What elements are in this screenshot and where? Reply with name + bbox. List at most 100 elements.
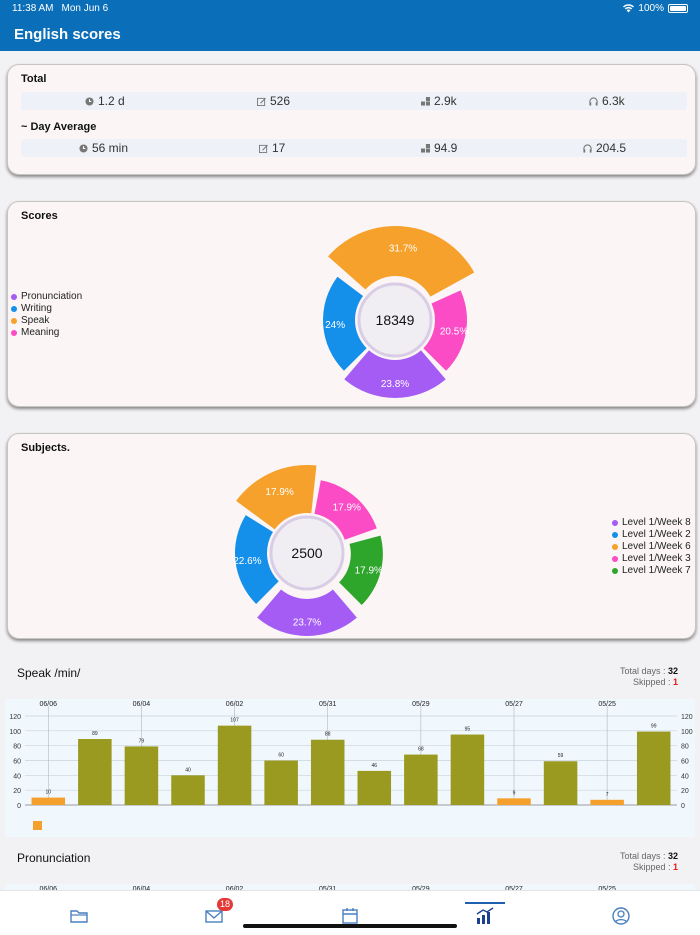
bar-value-label: 79 bbox=[139, 738, 145, 744]
legend-dot bbox=[11, 306, 17, 312]
bar bbox=[543, 761, 578, 805]
status-time: 11:38 AM bbox=[12, 3, 54, 14]
donut-slice bbox=[339, 535, 383, 605]
bar-value-label: 99 bbox=[651, 724, 657, 730]
y-tick-label: 20 bbox=[13, 788, 21, 795]
y-tick-label-right: 20 bbox=[681, 788, 689, 795]
y-tick-label-right: 0 bbox=[681, 803, 685, 810]
slice-label: 22.6% bbox=[233, 556, 261, 567]
bar-value-label: 9 bbox=[513, 790, 516, 796]
legend-item: Level 1/Week 8 bbox=[612, 517, 691, 529]
date-label: 06/06 bbox=[40, 701, 58, 708]
blocks-icon bbox=[421, 96, 430, 106]
bar-value-label: 60 bbox=[278, 753, 284, 759]
slice-label: 17.9% bbox=[265, 487, 293, 498]
pronunciation-title: Pronunciation bbox=[17, 851, 91, 865]
pronunciation-totals: Total days : 32 Skipped : 1 bbox=[619, 851, 678, 872]
donut-total: 2500 bbox=[291, 545, 322, 561]
y-tick-label-right: 80 bbox=[681, 744, 689, 751]
blocks-icon bbox=[421, 143, 430, 153]
bar-value-label: 7 bbox=[606, 792, 609, 798]
legend-dot bbox=[11, 294, 17, 300]
wifi-icon bbox=[623, 4, 635, 13]
total-time: 1.2 d bbox=[85, 94, 125, 108]
y-tick-label: 0 bbox=[17, 803, 21, 810]
scores-donut-chart: 23.8% 24% 31.7% 20.5% 18349 bbox=[323, 226, 475, 398]
headphones-icon bbox=[583, 143, 592, 153]
bar bbox=[31, 797, 66, 805]
donut-slice bbox=[314, 480, 377, 540]
pronunciation-chart-area: 06/06 06/04 06/02 05/31 05/29 05/27 05/25 bbox=[5, 884, 695, 892]
tab-stats-icon[interactable] bbox=[475, 907, 495, 925]
total-listening: 6.3k bbox=[589, 94, 625, 108]
legend-dot bbox=[11, 330, 17, 336]
y-tick-label: 120 bbox=[9, 714, 21, 721]
donut-center bbox=[357, 282, 433, 358]
bar-value-label: 46 bbox=[372, 763, 378, 769]
subjects-donut-chart: 23.7% 22.6% 17.9% 17.9% 17.9% 2500 bbox=[233, 465, 383, 636]
slice-label: 31.7% bbox=[389, 243, 417, 254]
date-label: 06/06 bbox=[40, 886, 58, 892]
subjects-legend: Level 1/Week 8 Level 1/Week 2 Level 1/We… bbox=[612, 517, 691, 577]
donut-slice bbox=[423, 290, 467, 371]
battery-percent: 100% bbox=[638, 3, 664, 14]
date-label: 05/29 bbox=[412, 701, 430, 708]
bar bbox=[357, 770, 392, 805]
bar bbox=[124, 746, 159, 805]
legend-dot bbox=[612, 544, 618, 550]
bar bbox=[590, 799, 624, 805]
bar bbox=[310, 739, 345, 805]
bar-value-label: 68 bbox=[418, 747, 424, 753]
tab-mail-icon[interactable] bbox=[204, 907, 224, 925]
bar bbox=[404, 754, 438, 805]
average-row: 56 min 17 94.9 204.5 bbox=[21, 139, 687, 157]
date-label: 05/27 bbox=[505, 701, 523, 708]
bar bbox=[171, 775, 205, 805]
date-label: 05/29 bbox=[412, 886, 430, 892]
y-tick-label-right: 100 bbox=[681, 729, 693, 736]
scores-legend: Pronunciation Writing Speak Meaning bbox=[11, 291, 82, 339]
y-tick-label-right: 60 bbox=[681, 759, 689, 766]
legend-item: Meaning bbox=[11, 327, 82, 339]
total-writing: 526 bbox=[257, 94, 290, 108]
legend-dot bbox=[612, 556, 618, 562]
scores-title: Scores bbox=[21, 210, 58, 222]
bar-value-label: 88 bbox=[325, 732, 331, 738]
totals-card: Total 1.2 d 526 2.9k 6.3k ~ Day Average … bbox=[7, 64, 696, 175]
donut-slice bbox=[257, 589, 357, 636]
page-title: English scores bbox=[14, 26, 121, 43]
bar-value-label: 89 bbox=[92, 731, 98, 737]
bar-value-label: 10 bbox=[46, 790, 52, 796]
legend-item: Level 1/Week 3 bbox=[612, 553, 691, 565]
bar bbox=[497, 798, 531, 805]
bar-value-label: 107 bbox=[230, 718, 239, 724]
headphones-icon bbox=[589, 96, 598, 106]
avg-points: 94.9 bbox=[421, 141, 457, 155]
tab-calendar-icon[interactable] bbox=[340, 907, 360, 925]
speak-skipped-marker bbox=[33, 821, 42, 830]
pronunciation-date-axis: 06/06 06/04 06/02 05/31 05/29 05/27 05/25 bbox=[40, 886, 616, 892]
donut-slice bbox=[328, 226, 475, 297]
donut-center bbox=[269, 515, 345, 591]
speak-totals: Total days : 32 Skipped : 1 bbox=[619, 666, 678, 687]
bar bbox=[450, 734, 485, 805]
donut-slice bbox=[236, 465, 317, 530]
avg-writing: 17 bbox=[259, 141, 285, 155]
legend-item: Pronunciation bbox=[11, 291, 82, 303]
total-points: 2.9k bbox=[421, 94, 457, 108]
donut-total: 18349 bbox=[376, 312, 415, 328]
tab-profile-icon[interactable] bbox=[611, 907, 631, 925]
edit-icon bbox=[259, 144, 268, 153]
date-label: 06/02 bbox=[226, 886, 244, 892]
y-tick-label: 40 bbox=[13, 773, 21, 780]
tab-folder-icon[interactable] bbox=[69, 907, 89, 925]
donut-slice bbox=[234, 515, 279, 604]
battery-icon bbox=[668, 4, 688, 13]
bar bbox=[78, 738, 112, 805]
total-row: 1.2 d 526 2.9k 6.3k bbox=[21, 92, 687, 110]
bar bbox=[636, 731, 671, 805]
legend-dot bbox=[612, 532, 618, 538]
slice-label: 17.9% bbox=[333, 503, 361, 514]
slice-label: 23.7% bbox=[293, 618, 321, 629]
legend-item: Level 1/Week 6 bbox=[612, 541, 691, 553]
